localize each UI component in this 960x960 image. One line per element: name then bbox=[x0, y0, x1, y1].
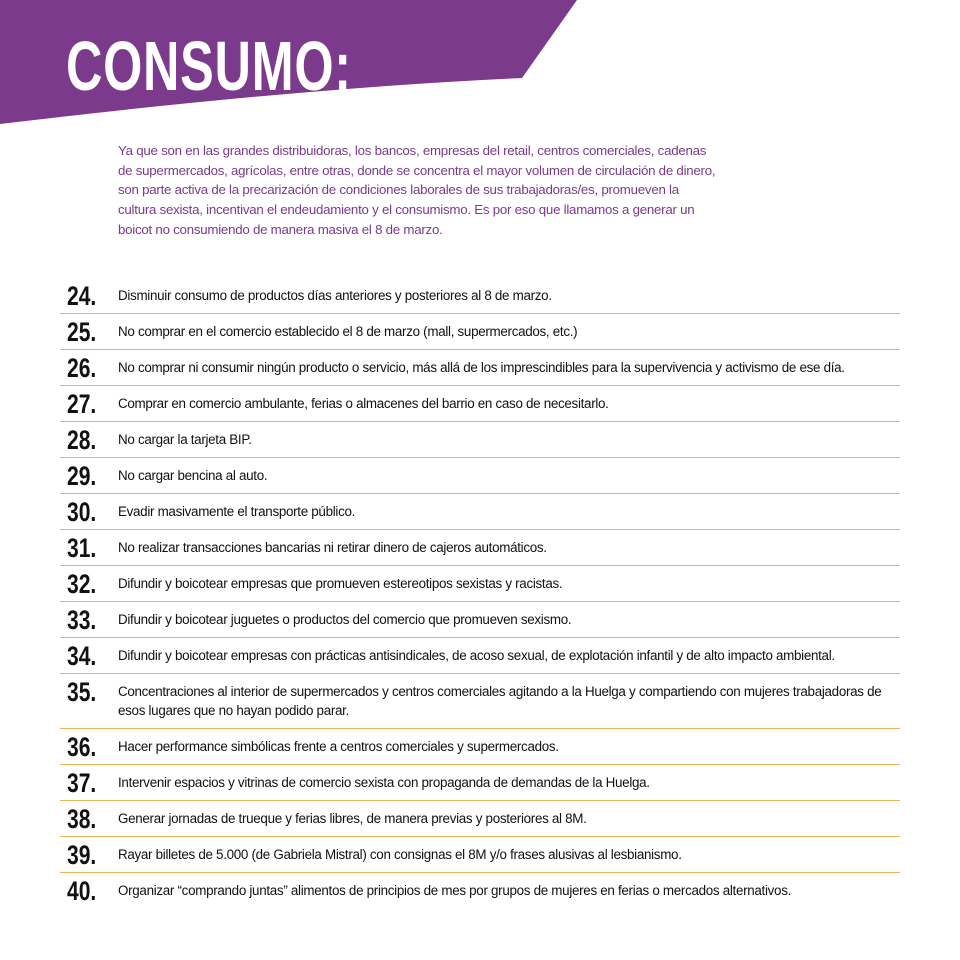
item-text: Rayar billetes de 5.000 (de Gabriela Mis… bbox=[118, 847, 682, 862]
list-item: 37. Intervenir espacios y vitrinas de com… bbox=[60, 765, 900, 801]
list-item: 31. No realizar transacciones bancarias n… bbox=[60, 530, 900, 566]
item-text: Difundir y boicotear juguetes o producto… bbox=[118, 612, 572, 627]
item-number: 26. bbox=[67, 353, 97, 383]
item-text: Difundir y boicotear empresas que promue… bbox=[118, 576, 563, 591]
item-number: 24. bbox=[67, 281, 97, 311]
item-number: 32. bbox=[67, 569, 97, 599]
item-number: 29. bbox=[67, 461, 97, 491]
item-number: 33. bbox=[67, 605, 97, 635]
item-text: Difundir y boicotear empresas con prácti… bbox=[118, 648, 835, 663]
list-item: 33. Difundir y boicotear juguetes o produ… bbox=[60, 602, 900, 638]
item-text: No realizar transacciones bancarias ni r… bbox=[118, 540, 547, 555]
item-number: 39. bbox=[67, 840, 97, 870]
item-text: Evadir masivamente el transporte público… bbox=[118, 504, 356, 519]
item-number: 30. bbox=[67, 497, 97, 527]
list-item: 38. Generar jornadas de trueque y ferias … bbox=[60, 801, 900, 837]
item-number: 34. bbox=[67, 641, 97, 671]
item-text: Comprar en comercio ambulante, ferias o … bbox=[118, 396, 609, 411]
item-number: 31. bbox=[67, 533, 97, 563]
list-item: 26. No comprar ni consumir ningún product… bbox=[60, 350, 900, 386]
list-item: 29. No cargar bencina al auto. bbox=[60, 458, 900, 494]
page-title: CONSUMO: bbox=[66, 27, 352, 105]
item-text: No comprar ni consumir ningún producto o… bbox=[118, 360, 845, 375]
item-text: Hacer performance simbólicas frente a ce… bbox=[118, 739, 559, 754]
item-number: 40. bbox=[67, 876, 97, 906]
item-text: Concentraciones al interior de supermerc… bbox=[118, 684, 882, 718]
list-item: 40. Organizar “comprando juntas” alimento… bbox=[60, 873, 900, 909]
list-item: 30. Evadir masivamente el transporte públ… bbox=[60, 494, 900, 530]
item-number: 38. bbox=[67, 804, 97, 834]
list-item: 24. Disminuir consumo de productos días a… bbox=[60, 278, 900, 314]
list-item: 34. Difundir y boicotear empresas con prá… bbox=[60, 638, 900, 674]
list-item: 28. No cargar la tarjeta BIP. bbox=[60, 422, 900, 458]
list-item: 39. Rayar billetes de 5.000 (de Gabriela … bbox=[60, 837, 900, 873]
item-text: Intervenir espacios y vitrinas de comerc… bbox=[118, 775, 650, 790]
item-number: 27. bbox=[67, 389, 97, 419]
item-text: No cargar la tarjeta BIP. bbox=[118, 432, 252, 447]
item-number: 28. bbox=[67, 425, 97, 455]
action-list: 24. Disminuir consumo de productos días a… bbox=[60, 278, 900, 909]
item-number: 35. bbox=[67, 677, 97, 707]
intro-paragraph: Ya que son en las grandes distribuidoras… bbox=[118, 143, 716, 237]
list-item: 35. Concentraciones al interior de superm… bbox=[60, 674, 900, 729]
item-number: 36. bbox=[67, 732, 97, 762]
header-banner bbox=[0, 0, 577, 124]
item-text: Organizar “comprando juntas” alimentos d… bbox=[118, 883, 792, 898]
list-item: 36. Hacer performance simbólicas frente a… bbox=[60, 729, 900, 765]
list-item: 25. No comprar en el comercio establecido… bbox=[60, 314, 900, 350]
item-number: 37. bbox=[67, 768, 97, 798]
item-text: Disminuir consumo de productos días ante… bbox=[118, 288, 552, 303]
item-text: No cargar bencina al auto. bbox=[118, 468, 268, 483]
item-text: No comprar en el comercio establecido el… bbox=[118, 324, 578, 339]
list-item: 32. Difundir y boicotear empresas que pro… bbox=[60, 566, 900, 602]
item-text: Generar jornadas de trueque y ferias lib… bbox=[118, 811, 587, 826]
item-number: 25. bbox=[67, 317, 97, 347]
list-item: 27. Comprar en comercio ambulante, ferias… bbox=[60, 386, 900, 422]
